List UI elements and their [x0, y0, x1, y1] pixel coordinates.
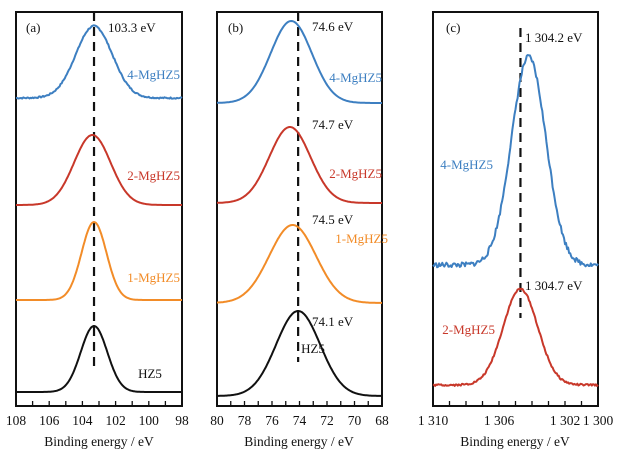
peak-annotation: 74.7 eV — [312, 117, 354, 132]
peak-annotation: 74.6 eV — [312, 19, 354, 34]
series-label: HZ5 — [301, 341, 325, 356]
series-curve-2-mghz5 — [216, 126, 382, 204]
panel-b-xlabel: Binding energy / eV — [244, 434, 354, 449]
x-tick-label: 104 — [72, 413, 93, 428]
series-curve-4-mghz5 — [432, 54, 599, 269]
panel-a-label: (a) — [26, 20, 40, 35]
panel-c: (c) Binding energy / eV 1 310 1 306 1 302 1… — [418, 11, 614, 449]
series-label: HZ5 — [138, 366, 162, 381]
panel-a-curves — [15, 12, 183, 393]
peak-annotation: 74.5 eV — [312, 212, 354, 227]
peak-annotation: 1 304.2 eV — [525, 30, 583, 45]
series-label: 2-MgHZ5 — [127, 168, 180, 183]
x-tick-label: 76 — [265, 413, 279, 428]
panel-c-ticks: 1 310 1 306 1 302 1 300 — [418, 401, 614, 428]
x-tick-label: 70 — [348, 413, 362, 428]
panel-a-xlabel: Binding energy / eV — [44, 434, 154, 449]
panel-b-curves — [216, 12, 382, 397]
x-tick-label: 80 — [210, 413, 224, 428]
x-tick-label: 102 — [105, 413, 125, 428]
x-tick-label: 78 — [238, 413, 252, 428]
series-curve-1-mghz5 — [216, 224, 382, 304]
panel-c-frame — [432, 11, 599, 407]
x-tick-label: 1 306 — [484, 413, 515, 428]
x-tick-label: 98 — [175, 413, 189, 428]
panel-b: (b) Binding energy / eV 80 78 76 74 72 70 68 4… — [210, 11, 389, 449]
panel-a: (a) Binding energy / eV 108 106 104 102 100 9… — [6, 11, 189, 449]
x-tick-label: 74 — [293, 413, 307, 428]
x-tick-label: 1 310 — [418, 413, 449, 428]
panel-b-series-labels: 4-MgHZ5 2-MgHZ5 1-MgHZ5 HZ5 74.6 eV 74.7 eV 74… — [301, 19, 388, 356]
series-label: 4-MgHZ5 — [329, 70, 382, 85]
series-curve-4-mghz5 — [15, 24, 183, 100]
series-label: 2-MgHZ5 — [329, 166, 382, 181]
x-tick-label: 108 — [6, 413, 27, 428]
series-curve-2-mghz5 — [16, 134, 182, 206]
panel-a-series-labels: 4-MgHZ5 2-MgHZ5 1-MgHZ5 HZ5 103.3 eV — [108, 20, 180, 381]
series-curve-hz5 — [16, 325, 182, 393]
panel-c-label: (c) — [446, 20, 460, 35]
series-label: 1-MgHZ5 — [127, 270, 180, 285]
peak-annotation: 103.3 eV — [108, 20, 156, 35]
x-tick-label: 100 — [139, 413, 160, 428]
x-tick-label: 106 — [39, 413, 60, 428]
series-curve-hz5 — [217, 310, 382, 397]
peak-annotation: 74.1 eV — [312, 314, 354, 329]
x-tick-label: 68 — [375, 413, 389, 428]
series-label: 2-MgHZ5 — [442, 322, 495, 337]
series-curve-2-mghz5 — [432, 287, 599, 387]
panel-c-curves — [432, 28, 599, 387]
x-tick-label: 1 300 — [583, 413, 614, 428]
x-tick-label: 1 302 — [550, 413, 580, 428]
panel-c-series-labels: 4-MgHZ5 2-MgHZ5 1 304.2 eV 1 304.7 eV — [440, 30, 583, 337]
x-tick-label: 72 — [320, 413, 334, 428]
panel-c-xlabel: Binding energy / eV — [460, 434, 570, 449]
series-label: 4-MgHZ5 — [440, 157, 493, 172]
series-label: 1-MgHZ5 — [335, 231, 388, 246]
series-curve-4-mghz5 — [216, 20, 382, 104]
series-curve-1-mghz5 — [16, 221, 182, 301]
panel-a-ticks: 108 106 104 102 100 98 — [6, 401, 189, 428]
panel-b-label: (b) — [228, 20, 243, 35]
panel-b-ticks: 80 78 76 74 72 70 68 — [210, 401, 389, 428]
peak-annotation: 1 304.7 eV — [525, 278, 583, 293]
series-label: 4-MgHZ5 — [127, 67, 180, 82]
